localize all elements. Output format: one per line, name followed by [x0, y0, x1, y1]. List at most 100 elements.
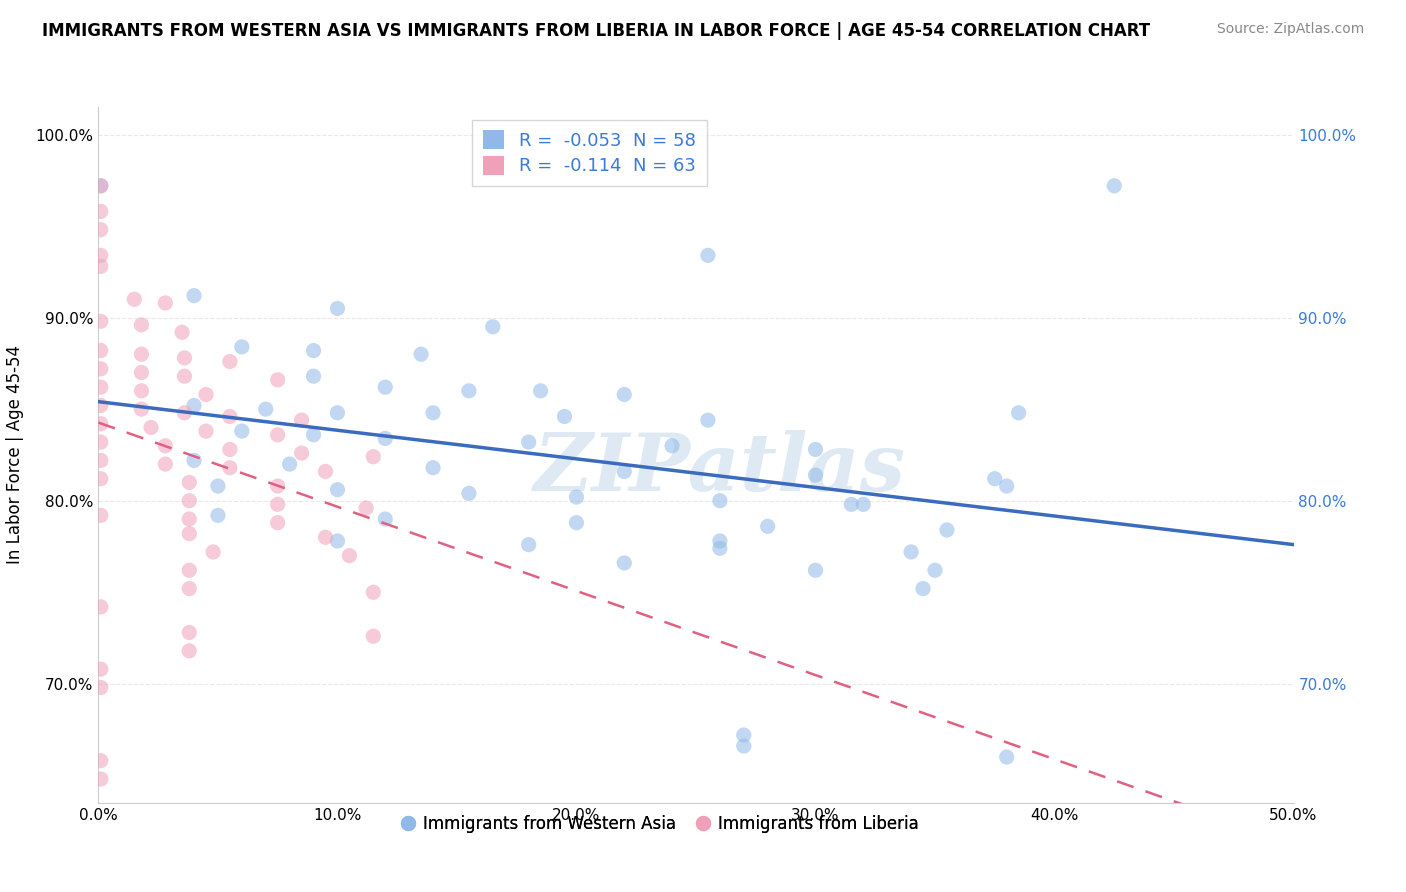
Point [697, 413, 720, 427]
Point [219, 460, 242, 475]
Point [90, 204, 112, 219]
Point [155, 296, 177, 310]
Point [90, 260, 112, 274]
Point [254, 402, 277, 417]
Point [517, 538, 540, 552]
Point [613, 556, 636, 570]
Point [155, 457, 177, 471]
Point [179, 563, 201, 577]
Point [90, 178, 112, 193]
Point [131, 402, 153, 417]
Point [267, 497, 290, 511]
Point [613, 387, 636, 401]
Point [326, 406, 349, 420]
Point [984, 472, 1007, 486]
Point [90, 380, 112, 394]
Point [131, 366, 153, 380]
Point [363, 629, 385, 643]
Point [733, 739, 755, 753]
Point [90, 754, 112, 768]
Point [565, 516, 588, 530]
Point [90, 453, 112, 467]
Point [90, 435, 112, 450]
Point [195, 424, 218, 438]
Point [709, 541, 731, 556]
Point [90, 417, 112, 431]
Point [1104, 178, 1126, 193]
Point [756, 519, 779, 533]
Point [90, 362, 112, 376]
Point [374, 380, 396, 394]
Point [804, 563, 827, 577]
Point [733, 728, 755, 742]
Point [267, 427, 290, 442]
Point [995, 750, 1018, 764]
Point [422, 406, 444, 420]
Y-axis label: In Labor Force | Age 45-54: In Labor Force | Age 45-54 [7, 345, 24, 565]
Point [661, 439, 683, 453]
Point [173, 406, 195, 420]
Text: ZIPatlas: ZIPatlas [534, 430, 905, 508]
Point [202, 545, 225, 559]
Point [195, 387, 218, 401]
Point [530, 384, 553, 398]
Point [302, 427, 325, 442]
Point [363, 450, 385, 464]
Point [302, 369, 325, 384]
Point [179, 644, 201, 658]
Point [267, 479, 290, 493]
Point [804, 468, 827, 483]
Point [458, 384, 481, 398]
Point [517, 435, 540, 450]
Point [267, 373, 290, 387]
Point [179, 475, 201, 490]
Point [411, 347, 433, 361]
Point [278, 457, 301, 471]
Point [131, 384, 153, 398]
Point [179, 512, 201, 526]
Point [207, 508, 229, 523]
Point [90, 314, 112, 328]
Point [613, 464, 636, 478]
Point [207, 479, 229, 493]
Point [219, 442, 242, 457]
Point [183, 288, 205, 302]
Point [995, 479, 1018, 493]
Point [231, 340, 253, 354]
Point [554, 409, 576, 424]
Point [422, 460, 444, 475]
Legend: Immigrants from Western Asia, Immigrants from Liberia: Immigrants from Western Asia, Immigrants… [395, 808, 925, 839]
Point [354, 501, 377, 516]
Point [1008, 406, 1031, 420]
Point [231, 424, 253, 438]
Point [90, 399, 112, 413]
Point [131, 347, 153, 361]
Point [90, 599, 112, 614]
Point [90, 681, 112, 695]
Point [374, 512, 396, 526]
Point [219, 354, 242, 368]
Point [124, 293, 146, 307]
Point [139, 420, 162, 434]
Point [315, 464, 337, 478]
Point [565, 490, 588, 504]
Text: Source: ZipAtlas.com: Source: ZipAtlas.com [1216, 22, 1364, 37]
Point [90, 248, 112, 262]
Point [267, 516, 290, 530]
Point [90, 472, 112, 486]
Point [911, 582, 934, 596]
Point [179, 625, 201, 640]
Point [291, 446, 314, 460]
Point [924, 563, 946, 577]
Point [302, 343, 325, 358]
Point [90, 772, 112, 786]
Point [179, 526, 201, 541]
Point [852, 497, 875, 511]
Point [155, 439, 177, 453]
Point [481, 319, 505, 334]
Point [326, 533, 349, 548]
Point [363, 585, 385, 599]
Point [90, 662, 112, 676]
Point [183, 399, 205, 413]
Point [90, 223, 112, 237]
